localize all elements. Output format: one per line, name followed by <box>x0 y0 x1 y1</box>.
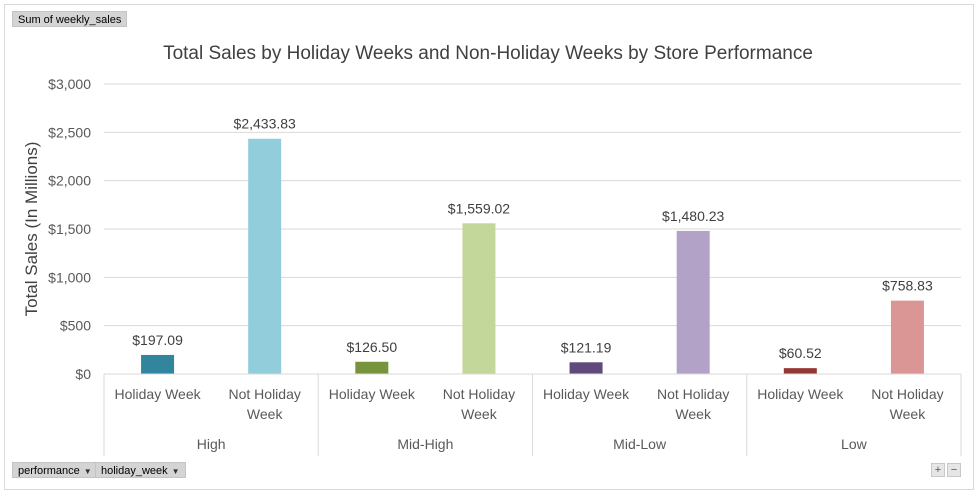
bar <box>783 368 817 374</box>
x-category-label: Not Holiday Week <box>657 386 729 422</box>
x-category-label: Holiday Week <box>757 386 844 402</box>
y-tick-label: $2,500 <box>48 124 91 140</box>
x-category-label: Holiday Week <box>329 386 416 402</box>
y-axis-title: Total Sales (In Millions) <box>22 142 41 317</box>
bar <box>676 230 710 374</box>
y-tick-label: $3,000 <box>48 76 91 92</box>
bar <box>141 354 175 374</box>
y-tick-label: $2,000 <box>48 173 91 189</box>
data-label: $758.83 <box>882 278 933 294</box>
holiday-week-field-button[interactable]: holiday_week ▼ <box>95 462 186 478</box>
x-category-label: Not Holiday Week <box>871 386 943 422</box>
expand-field-button[interactable]: + <box>931 463 945 477</box>
y-tick-label: $1,500 <box>48 221 91 237</box>
data-label: $121.19 <box>561 339 612 355</box>
bar <box>248 138 282 374</box>
performance-field-label: performance <box>18 465 80 477</box>
data-label: $1,480.23 <box>662 208 724 224</box>
bar <box>355 361 389 374</box>
x-category-label: Not Holiday Week <box>229 386 301 422</box>
collapse-field-button[interactable]: − <box>947 463 961 477</box>
y-axis-ticks: $0 $500 $1,000 $1,500 $2,000 $2,500 $3,000 <box>48 76 91 382</box>
y-tick-label: $1,000 <box>48 269 91 285</box>
y-tick-label: $0 <box>75 366 91 382</box>
x-group-label: Mid-High <box>397 436 453 452</box>
data-label: $60.52 <box>779 345 822 361</box>
performance-field-button[interactable]: performance ▼ <box>12 462 98 478</box>
data-label: $2,433.83 <box>234 116 296 132</box>
bar <box>462 223 496 374</box>
value-field-button[interactable]: Sum of weekly_sales <box>12 11 128 27</box>
data-label: $126.50 <box>347 339 398 355</box>
data-label: $1,559.02 <box>448 200 510 216</box>
x-group-label: Mid-Low <box>613 436 667 452</box>
x-group-label: High <box>197 436 226 452</box>
x-category-label: Holiday Week <box>115 386 202 402</box>
y-tick-label: $500 <box>60 318 91 334</box>
dropdown-arrow-icon: ▼ <box>83 467 92 476</box>
dropdown-arrow-icon: ▼ <box>171 467 180 476</box>
x-category-label: Holiday Week <box>543 386 630 402</box>
x-category-label: Not Holiday Week <box>443 386 515 422</box>
bars: $197.09 $2,433.83 $126.50 $1,559.02 $121.19 $… <box>132 116 933 374</box>
bar <box>890 300 924 374</box>
value-field-label: Sum of weekly_sales <box>18 14 122 26</box>
holiday-week-field-label: holiday_week <box>101 465 168 477</box>
x-group-label: Low <box>841 436 868 452</box>
chart-title: Total Sales by Holiday Weeks and Non-Hol… <box>163 43 813 64</box>
bar <box>569 362 603 374</box>
data-label: $197.09 <box>132 332 183 348</box>
